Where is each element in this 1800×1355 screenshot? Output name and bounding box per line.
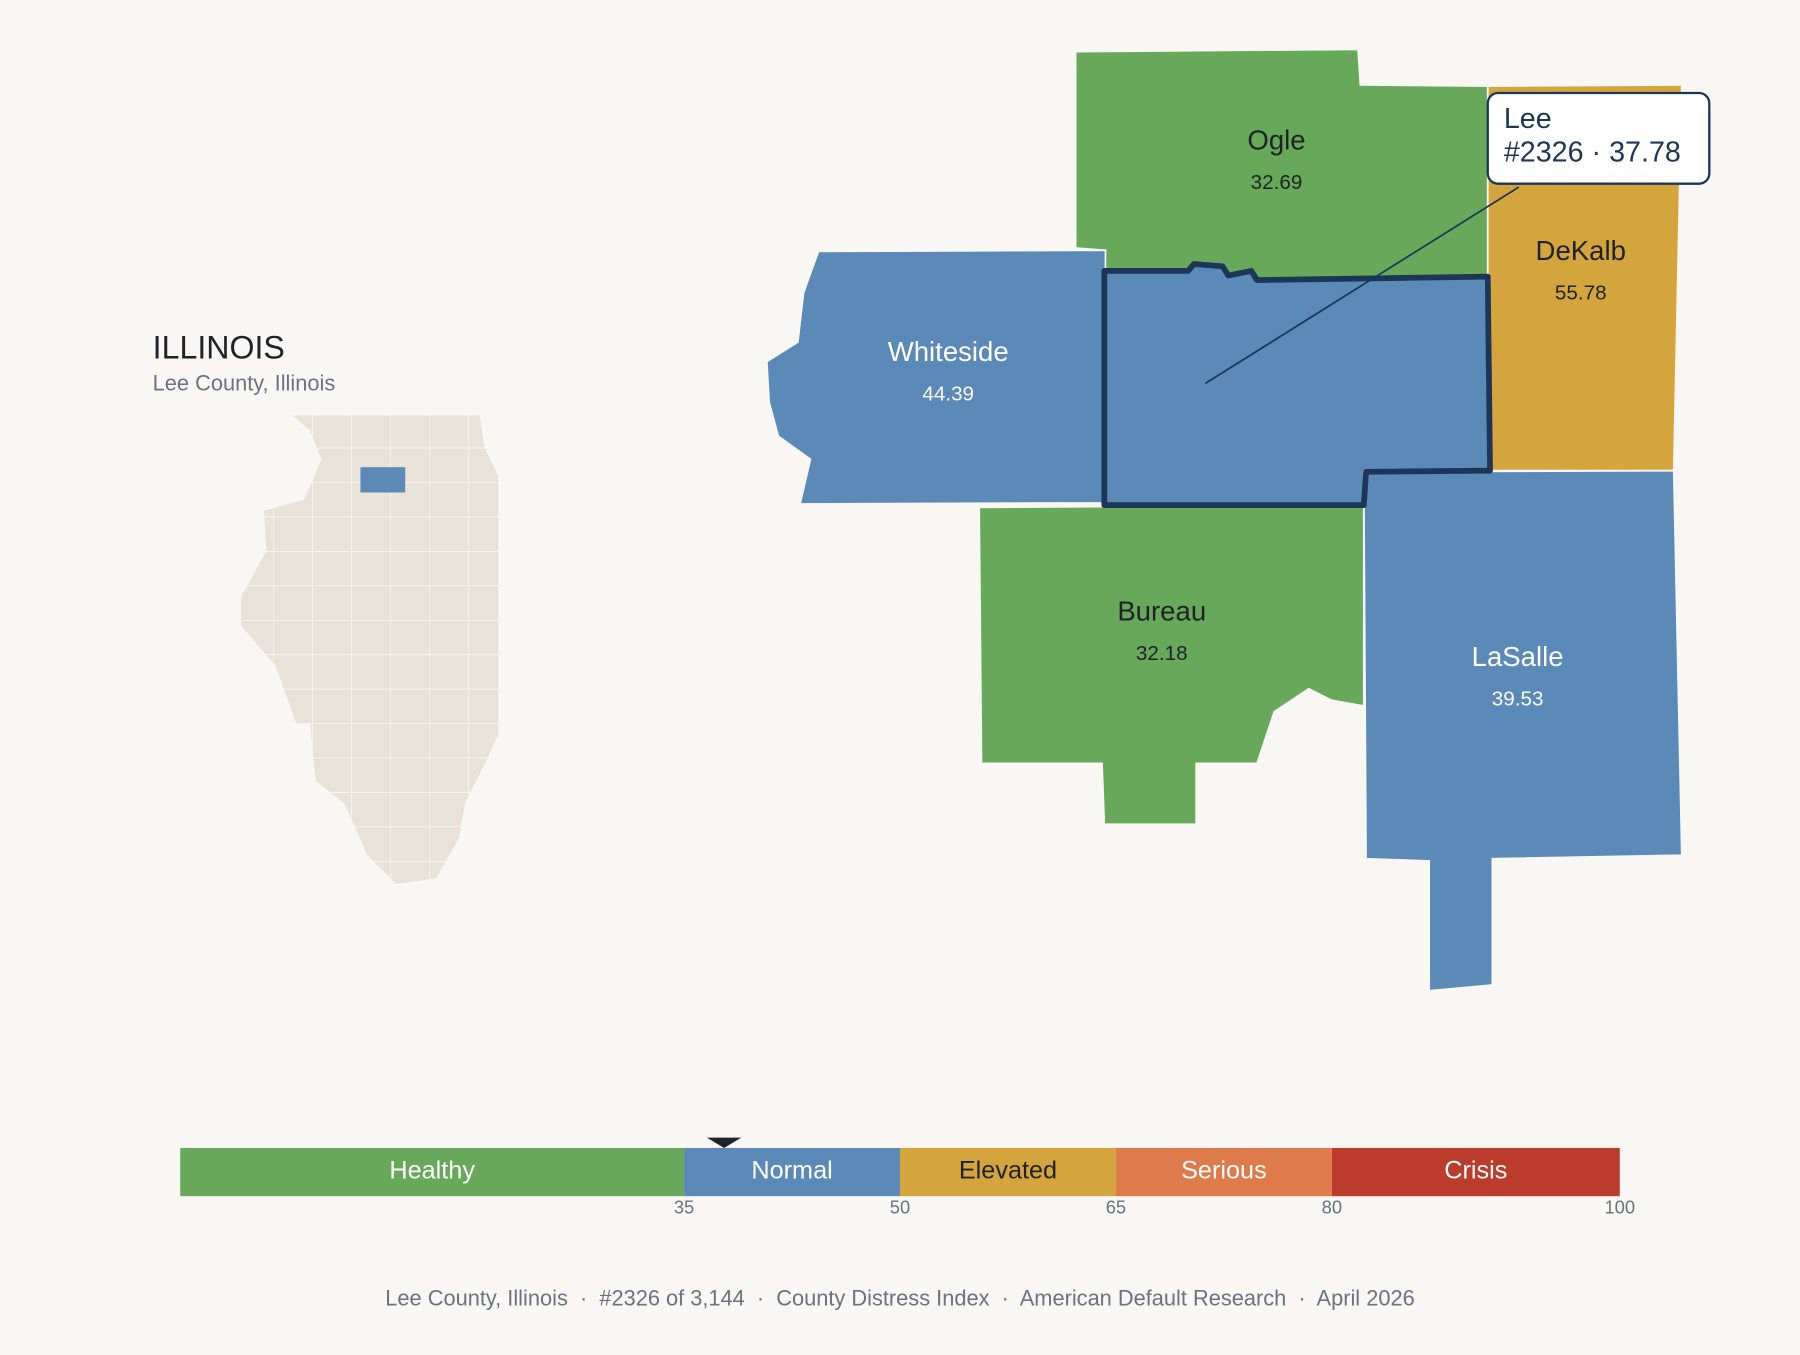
legend-tick-label: 80 xyxy=(1322,1197,1342,1218)
selected-county-outline xyxy=(1101,261,1493,508)
county xyxy=(765,249,1107,505)
legend-band xyxy=(1331,1147,1620,1197)
legend-band-label: Healthy xyxy=(389,1157,475,1185)
county-name: Ogle xyxy=(1247,125,1305,156)
county-map xyxy=(765,48,1683,992)
legend-tick-label: 50 xyxy=(890,1197,910,1218)
county-name: DeKalb xyxy=(1536,235,1626,266)
legend-band-label: Crisis xyxy=(1444,1157,1507,1185)
legend-band-label: Elevated xyxy=(959,1157,1057,1185)
county xyxy=(978,504,1365,826)
county-value: 55.78 xyxy=(1555,281,1607,304)
county-name: Bureau xyxy=(1117,595,1206,626)
legend-tick-label: 100 xyxy=(1604,1197,1635,1218)
tooltip-leader xyxy=(1204,186,1520,385)
legend-marker xyxy=(706,1137,742,1148)
legend-band-label: Normal xyxy=(751,1157,832,1185)
state-title: ILLINOIS xyxy=(153,330,285,366)
legend-band xyxy=(900,1147,1116,1197)
tooltip-title: Lee xyxy=(1504,103,1552,135)
selected-county-locator xyxy=(360,467,406,493)
tooltip-text: #2326 · 37.78 xyxy=(1504,136,1681,168)
legend-tick-label: 35 xyxy=(674,1197,694,1218)
legend-tick-label: 65 xyxy=(1106,1197,1126,1218)
legend-band xyxy=(684,1147,900,1197)
county-name: LaSalle xyxy=(1472,641,1564,672)
county-labels: Ogle 32.69 DeKalb 55.78 Whiteside 44.39 Bureau… xyxy=(888,125,1626,711)
footer: Lee County, Illinois · #2326 of 3,144 · … xyxy=(385,1285,1414,1310)
legend-band xyxy=(1115,1147,1332,1197)
tooltip: Lee #2326 · 37.78 xyxy=(1204,91,1711,385)
county-value: 39.53 xyxy=(1492,688,1544,711)
tooltip-box xyxy=(1486,91,1711,185)
county-value: 32.69 xyxy=(1251,171,1303,194)
county xyxy=(1362,469,1683,992)
state-subtitle: Lee County, Illinois xyxy=(153,370,336,395)
legend-scale: Healthy Normal Elevated Serious Crisis 35 50 65… xyxy=(180,1137,1635,1218)
county-value: 44.39 xyxy=(922,382,974,405)
legend-band-label: Serious xyxy=(1181,1157,1267,1185)
legend-band xyxy=(180,1147,685,1197)
county-name: Whiteside xyxy=(888,336,1009,367)
county-value: 32.18 xyxy=(1136,642,1188,665)
state-locator xyxy=(241,415,499,884)
